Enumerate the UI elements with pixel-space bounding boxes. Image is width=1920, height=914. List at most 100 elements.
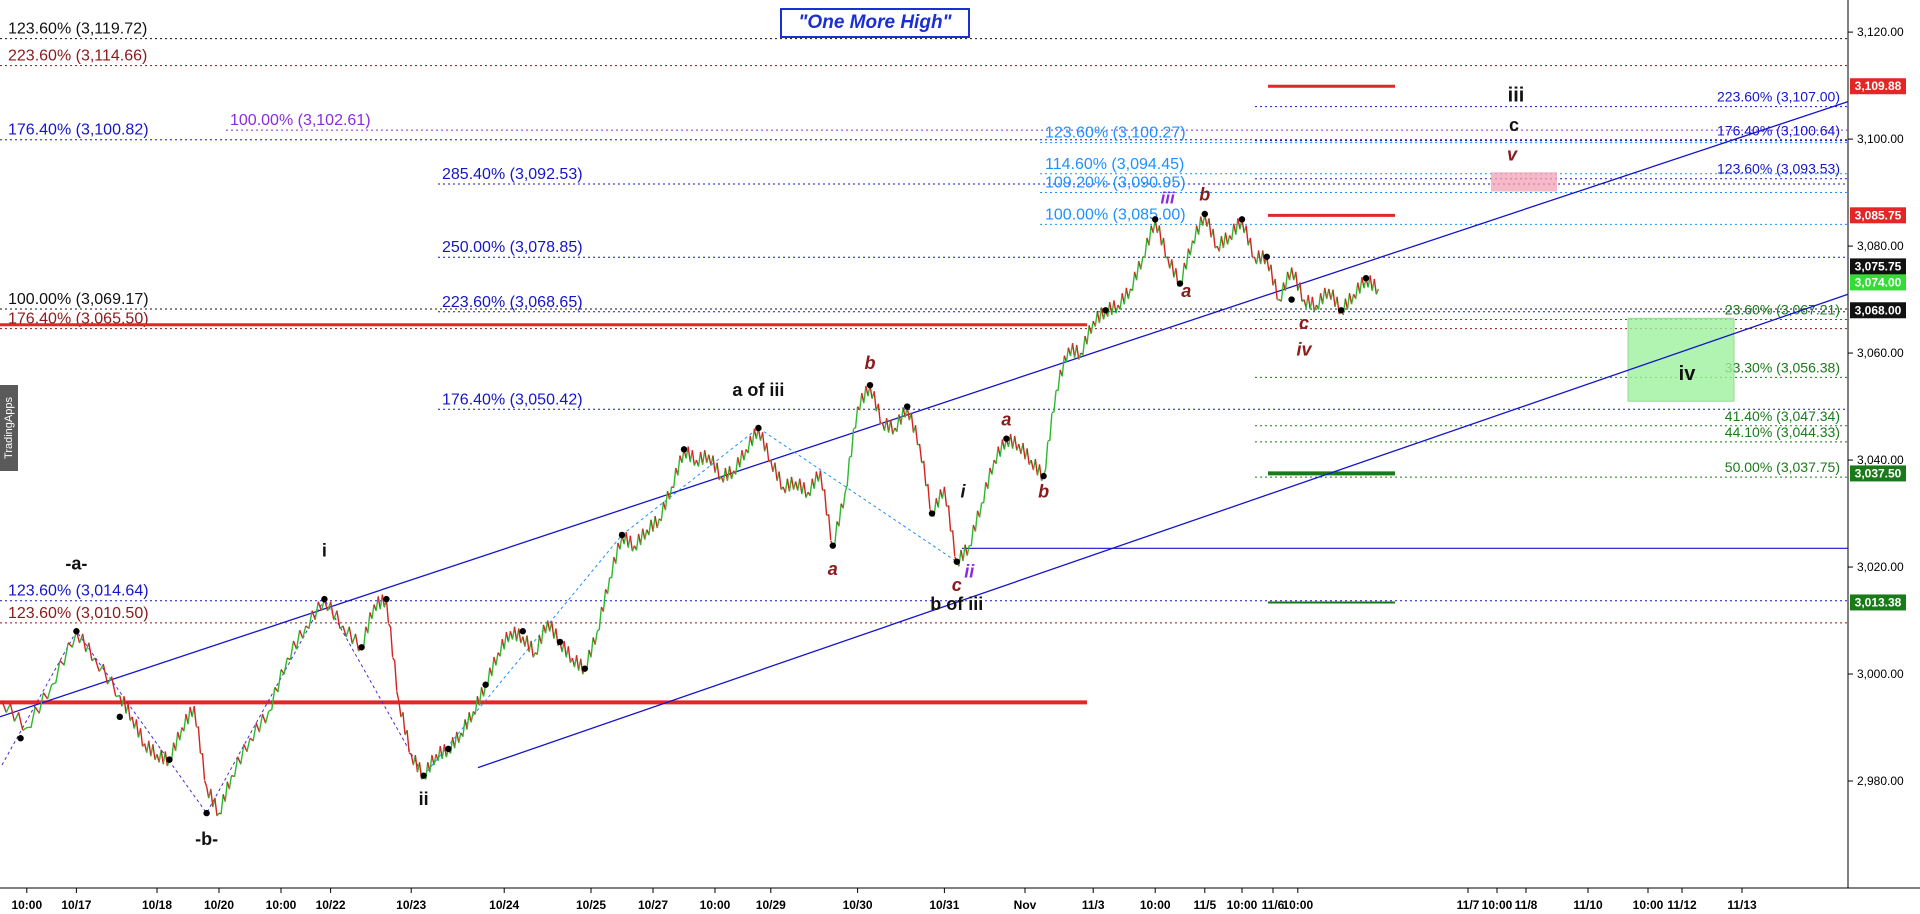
price-tag: [1850, 274, 1906, 291]
price-bar: [1123, 288, 1127, 305]
price-bar: [414, 754, 419, 773]
price-bar: [885, 417, 890, 433]
wave-label: a of iii: [732, 380, 784, 400]
price-bar: [499, 639, 503, 657]
price-bar: [540, 625, 545, 645]
price-bar: [449, 737, 454, 754]
price-bar: [873, 391, 877, 411]
price-bar: [277, 669, 282, 693]
price-bar: [734, 457, 739, 475]
price-bar: [236, 756, 242, 765]
price-bar: [1311, 296, 1316, 312]
price-bar: [205, 786, 210, 798]
price-bar: [1026, 448, 1030, 465]
price-bar: [1119, 293, 1123, 310]
side-tab-label: TradingApps: [3, 397, 15, 459]
price-bar: [51, 682, 57, 686]
price-bar: [22, 726, 28, 732]
price-bar: [511, 627, 516, 640]
target-zone-iv: [1627, 317, 1735, 402]
price-tag-label: 3,013.38: [1855, 595, 1902, 609]
price-bar: [164, 751, 169, 766]
price-bar: [1270, 264, 1274, 286]
price-bar: [119, 695, 123, 707]
price-bar: [654, 515, 658, 528]
price-bar: [708, 454, 712, 466]
price-bar: [813, 471, 817, 490]
price-bar: [995, 446, 999, 465]
price-bar: [1078, 352, 1082, 360]
price-bar: [1342, 298, 1347, 316]
price-bar: [431, 754, 435, 765]
price-bar: [784, 479, 789, 494]
price-bar: [1309, 297, 1313, 310]
price-bar: [408, 752, 412, 755]
price-bar: [1140, 256, 1144, 270]
price-bar: [179, 727, 183, 741]
price-bar: [398, 700, 402, 717]
price-bar: [799, 478, 803, 494]
swing-point: [866, 381, 874, 389]
swing-point: [1176, 280, 1184, 287]
price-bar: [1135, 261, 1140, 281]
price-bar: [333, 610, 338, 621]
price-bar: [402, 712, 406, 735]
price-bar: [1230, 224, 1235, 241]
price-bar: [94, 657, 100, 672]
price-bar: [947, 505, 952, 532]
price-bar: [854, 406, 859, 429]
price-bar: [887, 420, 892, 433]
price-bar: [1111, 300, 1115, 316]
price-bar: [724, 467, 729, 481]
price-bar: [1224, 232, 1229, 245]
x-tick-label: 10:00: [1482, 898, 1513, 912]
price-bar: [1098, 307, 1103, 324]
price-bar: [641, 528, 646, 540]
x-tick-label: 10/17: [61, 898, 91, 912]
price-bar: [283, 657, 288, 675]
price-bar: [1226, 235, 1231, 245]
price-bar: [1373, 278, 1378, 295]
price-bar: [892, 427, 896, 435]
price-bar: [1185, 249, 1189, 270]
price-bar: [1171, 259, 1175, 278]
wave-label: ii: [964, 562, 975, 582]
price-bar: [367, 612, 371, 634]
x-tick-label: 10/25: [576, 898, 606, 912]
price-bar: [233, 757, 239, 778]
price-bar: [730, 470, 735, 480]
wave-label: iii: [1161, 188, 1176, 207]
price-bar: [629, 535, 634, 551]
swing-point: [556, 638, 564, 646]
price-bar: [1148, 225, 1152, 246]
price-bar: [883, 418, 888, 432]
price-bar: [302, 625, 307, 639]
price-bar: [1057, 370, 1061, 391]
wave-label: i: [960, 481, 966, 501]
swing-point: [358, 644, 365, 651]
y-tick-label: 3,100.00: [1857, 132, 1904, 146]
target-zone-v: [1491, 172, 1557, 192]
price-bar: [131, 716, 135, 729]
price-bar: [770, 459, 774, 472]
price-bar: [308, 610, 313, 630]
price-bar: [1290, 267, 1295, 280]
fib-label: 176.40% (3,050.42): [442, 391, 583, 408]
price-bar: [668, 486, 673, 500]
swing-point: [17, 735, 24, 742]
price-bar: [187, 707, 191, 725]
y-tick-label: 2,980.00: [1857, 774, 1904, 788]
price-bar: [46, 684, 53, 700]
price-bar: [739, 450, 743, 468]
price-bar: [152, 744, 156, 760]
price-bar: [362, 627, 367, 648]
price-bar: [102, 663, 109, 684]
price-bar: [78, 634, 84, 644]
price-bar: [513, 626, 518, 641]
tradingapps-tab[interactable]: TradingApps: [0, 385, 18, 471]
fib-label: 109.20% (3,090.95): [1045, 174, 1186, 191]
fib-label: 100.00% (3,102.61): [230, 112, 371, 129]
price-bar: [1053, 390, 1057, 413]
price-bar: [505, 631, 510, 642]
price-bar: [314, 602, 319, 621]
